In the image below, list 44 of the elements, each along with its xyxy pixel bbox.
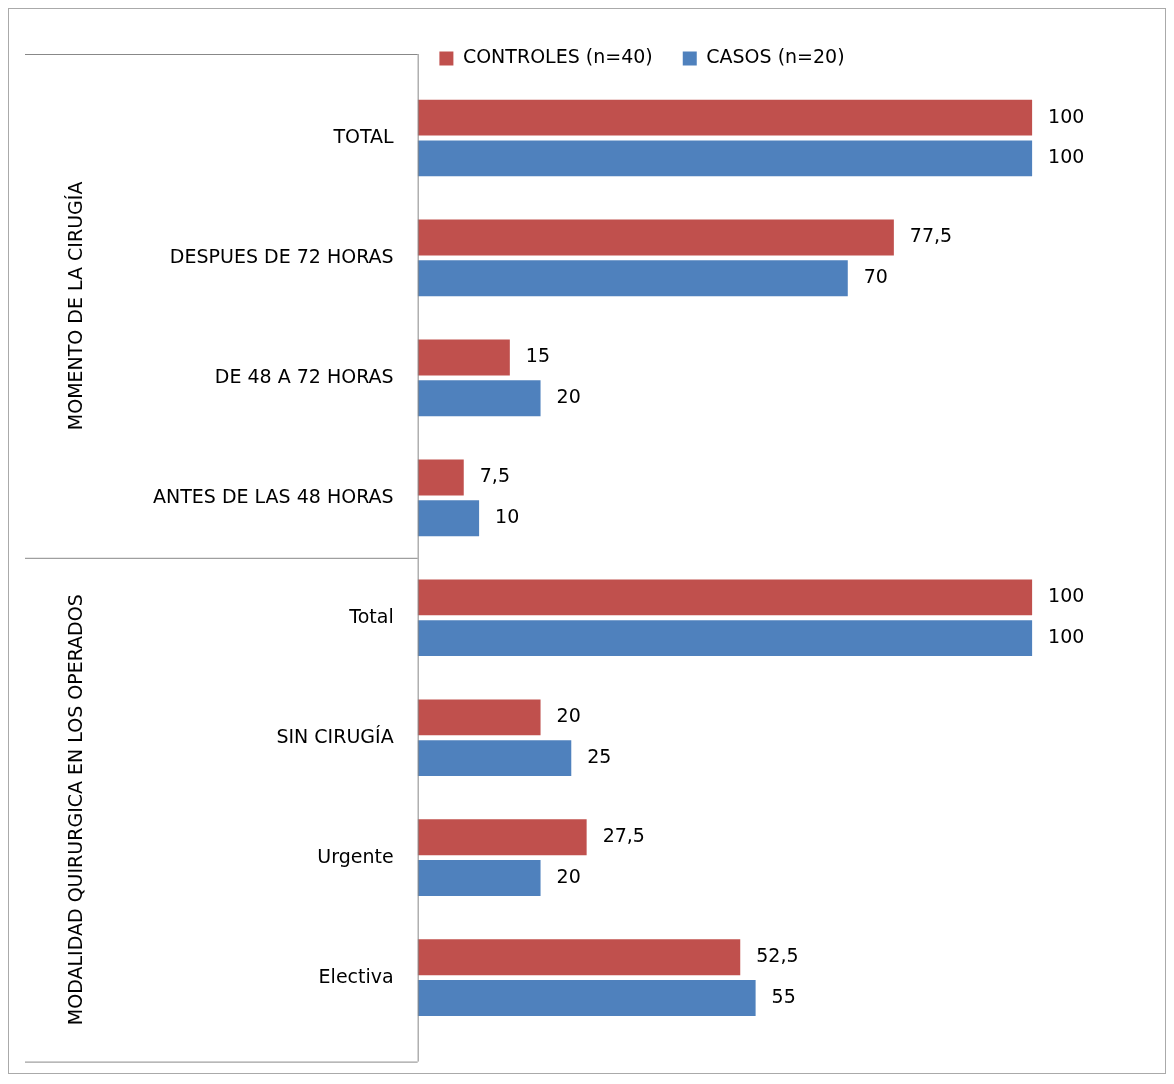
data-label: 100 <box>1048 625 1085 648</box>
bar <box>417 860 541 897</box>
y-tick-label: ANTES DE LAS 48 HORAS <box>152 484 394 507</box>
y-tick-label: DESPUES DE 72 HORAS <box>169 244 394 267</box>
data-label: 27,5 <box>602 824 645 847</box>
bar <box>417 620 1033 657</box>
y-tick-label: TOTAL <box>332 124 395 147</box>
y-tick-label: Total <box>348 604 394 627</box>
legend-label: CONTROLES (n=40) <box>462 45 653 68</box>
bar <box>417 500 480 537</box>
bar <box>417 140 1033 177</box>
data-label: 100 <box>1048 584 1085 607</box>
data-label: 15 <box>525 344 551 367</box>
data-label: 100 <box>1048 104 1085 127</box>
bar <box>417 260 848 297</box>
bar <box>417 740 572 777</box>
legend-label: CASOS (n=20) <box>706 45 845 68</box>
bar <box>417 939 741 976</box>
bar <box>417 459 464 496</box>
data-label: 20 <box>556 704 581 727</box>
y-tick-label: Electiva <box>318 964 394 987</box>
data-label: 20 <box>556 385 581 408</box>
data-label: 7,5 <box>479 464 510 487</box>
y-tick-label: Urgente <box>317 844 394 867</box>
data-label: 55 <box>771 984 796 1007</box>
data-label: 100 <box>1048 145 1085 168</box>
data-label: 52,5 <box>756 944 799 967</box>
bar <box>417 339 510 376</box>
data-label: 10 <box>495 505 520 528</box>
bar <box>417 699 541 736</box>
data-label: 20 <box>556 865 581 887</box>
bar <box>417 380 541 417</box>
data-label: 77,5 <box>909 224 953 247</box>
text: MODALIDAD QUIRURGICA EN LOS OPERADOS <box>63 594 86 1026</box>
bar <box>417 980 756 1016</box>
data-label: 70 <box>863 265 888 288</box>
bar <box>417 219 894 256</box>
text: MOMENTO DE LA CIRUGÍA <box>63 181 86 431</box>
bar <box>417 579 1033 616</box>
y-tick-label: DE 48 A 72 HORAS <box>214 364 394 387</box>
bar <box>417 819 587 856</box>
y-tick-label: SIN CIRUGÍA <box>276 724 394 747</box>
bar <box>417 99 1033 136</box>
data-label: 25 <box>587 745 612 768</box>
